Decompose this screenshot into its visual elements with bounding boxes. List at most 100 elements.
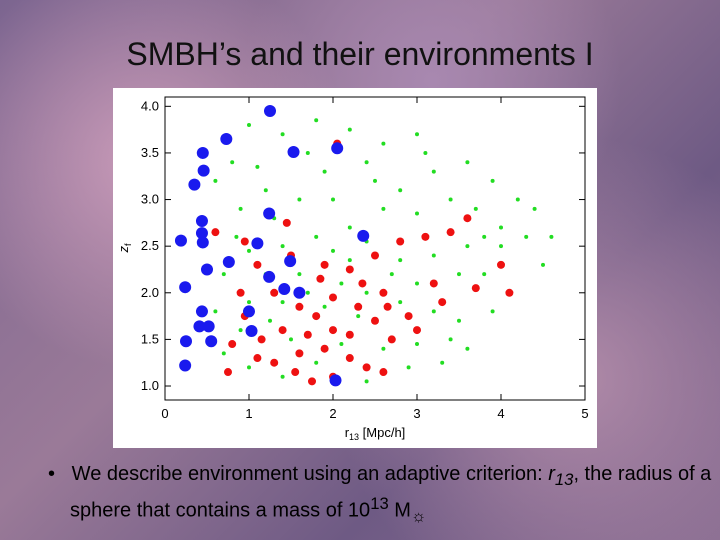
scatter-point bbox=[515, 197, 520, 202]
scatter-point bbox=[193, 320, 206, 333]
scatter-point bbox=[471, 284, 480, 293]
scatter-point bbox=[257, 335, 266, 344]
scatter-point bbox=[356, 314, 361, 319]
scatter-point bbox=[295, 349, 304, 358]
scatter-point bbox=[247, 122, 251, 127]
scatter-point bbox=[293, 286, 306, 299]
scatter-point bbox=[201, 263, 213, 276]
scatter-point bbox=[174, 234, 187, 247]
scatter-point bbox=[532, 206, 537, 211]
scatter-point bbox=[195, 305, 208, 318]
scatter-point bbox=[381, 141, 386, 146]
scatter-point bbox=[179, 281, 192, 294]
scatter-point bbox=[440, 360, 445, 365]
y-tick-label: 3.5 bbox=[141, 145, 159, 160]
scatter-point bbox=[211, 228, 220, 237]
scatter-point bbox=[247, 365, 251, 370]
scatter-point bbox=[284, 255, 297, 268]
scatter-point bbox=[345, 265, 354, 274]
scatter-point bbox=[465, 244, 470, 249]
scatter-point bbox=[347, 225, 352, 230]
scatter-point bbox=[331, 142, 344, 155]
scatter-point bbox=[234, 234, 239, 239]
scatter-point bbox=[431, 253, 436, 258]
scatter-point bbox=[373, 178, 377, 183]
scatter-point bbox=[473, 206, 478, 211]
scatter-point bbox=[364, 290, 369, 295]
scatter-point bbox=[305, 150, 310, 155]
x-tick-label: 3 bbox=[413, 406, 420, 421]
scatter-point bbox=[220, 132, 233, 145]
scatter-point bbox=[312, 312, 321, 321]
scatter-point bbox=[490, 309, 495, 314]
y-tick-label: 1.5 bbox=[141, 331, 159, 346]
scatter-point bbox=[213, 178, 218, 183]
scatter-point bbox=[482, 234, 487, 239]
chart-background bbox=[113, 88, 597, 448]
scatter-point bbox=[320, 260, 329, 269]
scatter-point bbox=[291, 368, 300, 377]
scatter-point bbox=[379, 288, 388, 297]
scatter-point bbox=[197, 164, 210, 177]
scatter-point bbox=[549, 234, 554, 239]
scatter-point bbox=[431, 169, 436, 174]
scatter-point bbox=[314, 234, 319, 239]
x-tick-label: 2 bbox=[329, 406, 336, 421]
scatter-point bbox=[278, 326, 287, 335]
scatter-point bbox=[255, 164, 260, 169]
scatter-point bbox=[263, 207, 276, 220]
scatter-point bbox=[398, 300, 403, 305]
scatter-point bbox=[280, 132, 285, 137]
scatter-point bbox=[305, 290, 310, 295]
scatter-point bbox=[345, 330, 354, 339]
scatter-point bbox=[347, 127, 352, 132]
scatter-point bbox=[282, 218, 291, 227]
scatter-point bbox=[364, 379, 369, 384]
scatter-point bbox=[490, 178, 495, 183]
scatter-point bbox=[457, 318, 461, 323]
scatter-point bbox=[270, 358, 279, 367]
scatter-point bbox=[245, 325, 258, 338]
y-tick-label: 3.0 bbox=[141, 192, 159, 207]
scatter-point bbox=[228, 340, 237, 349]
scatter-point bbox=[289, 337, 293, 342]
y-tick-label: 2.0 bbox=[141, 285, 159, 300]
scatter-point bbox=[195, 227, 208, 240]
scatter-point bbox=[381, 346, 386, 351]
scatter-point bbox=[303, 330, 312, 339]
scatter-point bbox=[379, 368, 388, 377]
scatter-point bbox=[264, 104, 276, 117]
bullet-text: • We describe environment using an adapt… bbox=[48, 463, 712, 526]
scatter-point bbox=[387, 335, 396, 344]
scatter-point bbox=[358, 279, 367, 288]
scatter-point bbox=[383, 302, 392, 311]
scatter-point bbox=[263, 270, 276, 283]
y-tick-label: 4.0 bbox=[141, 98, 159, 113]
scatter-point bbox=[381, 206, 386, 211]
scatter-point bbox=[196, 236, 209, 249]
scatter-point bbox=[389, 272, 394, 277]
scatter-point bbox=[221, 351, 226, 356]
scatter-point bbox=[195, 214, 208, 227]
scatter-point bbox=[423, 150, 428, 155]
scatter-point bbox=[238, 328, 243, 333]
scatter-point bbox=[524, 234, 529, 239]
x-axis-label: r13 [Mpc/h] bbox=[345, 425, 406, 442]
scatter-point bbox=[316, 274, 325, 283]
y-tick-label: 1.0 bbox=[141, 378, 159, 393]
scatter-point bbox=[415, 211, 419, 216]
scatter-point bbox=[278, 283, 291, 296]
x-tick-label: 4 bbox=[497, 406, 504, 421]
scatter-point bbox=[240, 237, 249, 246]
scatter-point bbox=[499, 244, 503, 249]
scatter-point bbox=[253, 260, 262, 269]
scatter-point bbox=[243, 305, 255, 318]
scatter-point bbox=[205, 335, 218, 348]
scatter-point bbox=[398, 258, 403, 263]
scatter-point bbox=[238, 206, 243, 211]
scatter-point bbox=[263, 188, 268, 193]
scatter-point bbox=[322, 304, 327, 309]
scatter-point bbox=[314, 360, 319, 365]
scatter-point bbox=[295, 302, 304, 311]
scatter-point bbox=[371, 251, 379, 260]
